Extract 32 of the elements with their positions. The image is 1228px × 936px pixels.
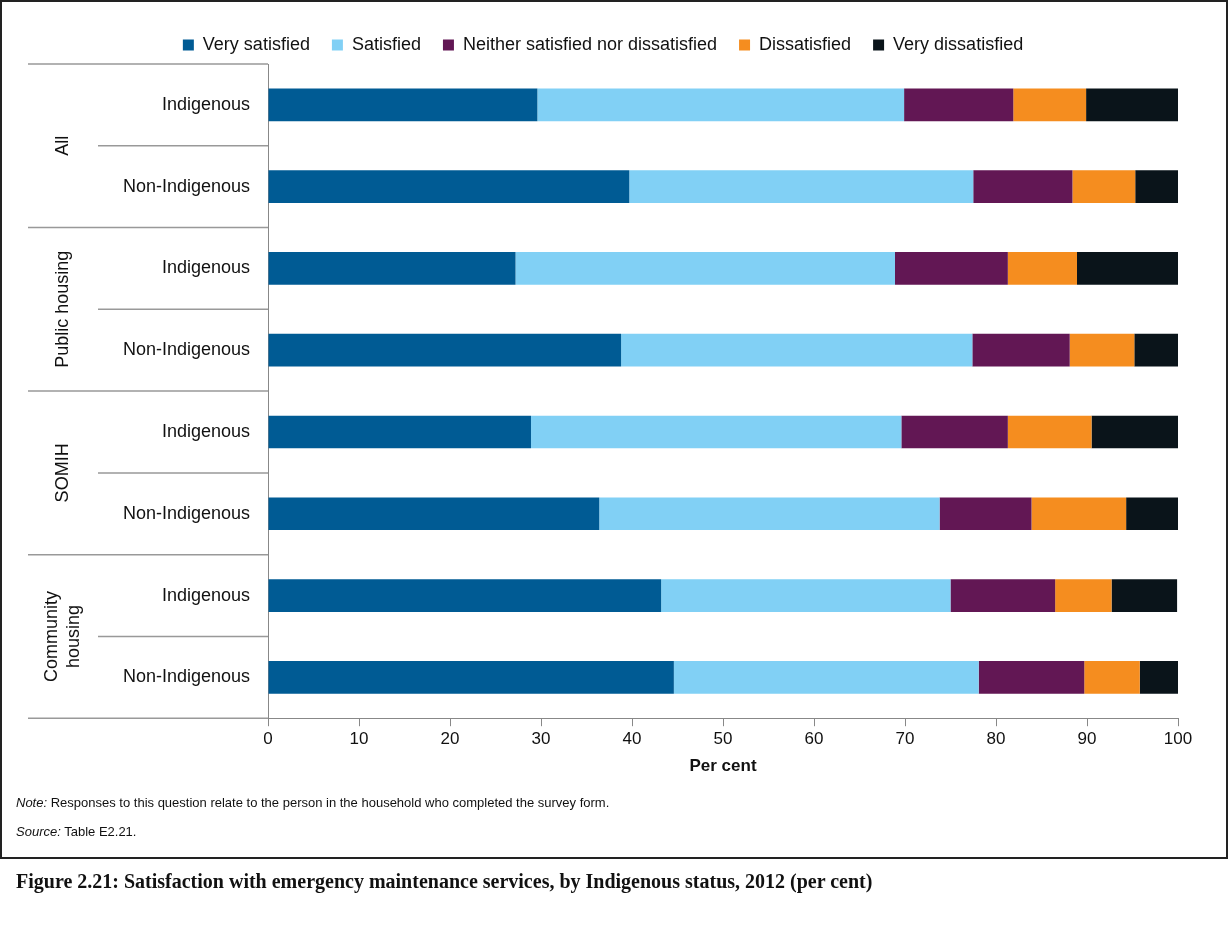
y-tick-label: Indigenous <box>161 584 250 605</box>
x-tick-label: 60 <box>804 729 824 749</box>
source-note: Source: Table E2.21. <box>16 824 138 839</box>
legend-label: Very satisfied <box>202 33 310 54</box>
x-tick-label: 30 <box>531 729 551 749</box>
x-tick-label: 10 <box>349 729 369 749</box>
text: Figure 2.21: Satisfaction with emergency maintenance services, by Indigenous status, 2012 (per cent) <box>16 869 874 894</box>
x-tick-label: 0 <box>263 729 273 749</box>
y-tick-label: Indigenous <box>161 420 250 441</box>
x-axis-title: Per cent <box>689 756 757 776</box>
legend-label: Satisfied <box>351 33 421 54</box>
legend-label: Dissatisfied <box>759 33 852 54</box>
x-tick-label: 50 <box>713 729 733 749</box>
x-tick-label: 20 <box>440 729 460 749</box>
x-tick-label: 80 <box>986 729 1006 749</box>
legend-label: Neither satisfied nor dissatisfied <box>462 33 718 54</box>
text: SOMIH <box>51 443 72 503</box>
text: Public housing <box>51 250 72 368</box>
x-tick-label: 90 <box>1077 729 1097 749</box>
y-tick-label: Non-Indigenous <box>122 175 250 196</box>
y-tick-label: Non-Indigenous <box>122 502 250 523</box>
y-tick-label: Indigenous <box>161 257 250 278</box>
y-tick-label: Non-Indigenous <box>122 339 250 360</box>
y-tick-label: Indigenous <box>161 93 250 114</box>
text: Community housing <box>40 590 83 682</box>
x-tick-label: 100 <box>1163 729 1193 749</box>
x-tick-label: 40 <box>622 729 642 749</box>
legend-label: Very dissatisfied <box>893 33 1024 54</box>
y-tick-label: Non-Indigenous <box>122 666 250 687</box>
text: Note: Responses to this question relate to the person in the household who completed the survey form. <box>16 795 610 810</box>
x-tick-label: 70 <box>895 729 915 749</box>
text: All <box>51 135 72 156</box>
